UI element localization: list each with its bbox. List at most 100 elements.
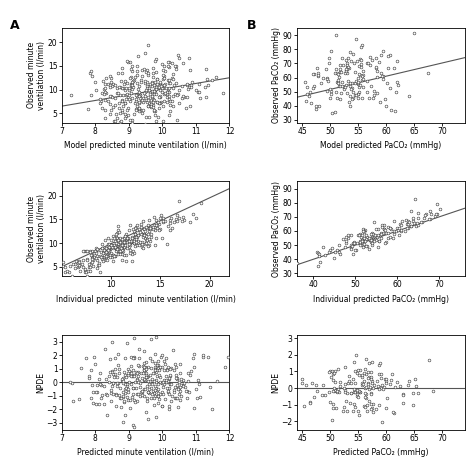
Point — [168, 224, 176, 231]
Point — [91, 361, 99, 368]
Point — [364, 368, 372, 375]
Point — [328, 90, 335, 98]
Point — [145, 216, 153, 223]
Point — [107, 368, 114, 376]
Point — [115, 391, 123, 398]
Point — [120, 368, 128, 376]
Point — [378, 381, 386, 389]
Point — [131, 398, 139, 405]
Point — [140, 347, 148, 354]
Point — [107, 245, 114, 253]
Point — [353, 370, 361, 377]
Point — [125, 92, 132, 99]
Point — [298, 375, 305, 382]
Point — [131, 234, 139, 241]
Point — [148, 93, 155, 101]
Point — [221, 363, 229, 370]
Point — [158, 379, 165, 386]
Point — [369, 229, 376, 237]
Point — [106, 253, 114, 260]
Point — [104, 98, 112, 105]
Point — [169, 84, 177, 92]
Point — [356, 55, 364, 63]
Point — [330, 254, 338, 262]
Point — [140, 226, 147, 233]
Point — [426, 207, 433, 214]
Point — [140, 107, 147, 114]
Point — [184, 378, 191, 385]
Point — [134, 361, 142, 368]
Point — [347, 241, 355, 248]
Point — [68, 380, 76, 387]
Point — [119, 91, 127, 99]
Point — [94, 381, 101, 388]
Point — [382, 229, 390, 237]
Point — [116, 110, 124, 117]
Point — [115, 369, 122, 376]
Point — [399, 399, 406, 406]
Point — [357, 43, 365, 50]
Point — [111, 238, 118, 245]
Point — [206, 383, 213, 390]
Point — [128, 62, 136, 70]
Point — [349, 408, 357, 415]
Point — [114, 244, 122, 251]
Point — [151, 241, 158, 248]
Point — [118, 240, 126, 248]
Point — [148, 87, 156, 95]
Point — [100, 246, 108, 254]
Point — [83, 272, 91, 280]
Point — [331, 248, 338, 256]
Point — [387, 376, 395, 384]
Point — [124, 339, 131, 347]
Point — [385, 224, 392, 231]
Point — [351, 91, 359, 99]
Point — [174, 51, 182, 59]
Point — [407, 223, 415, 230]
Point — [152, 365, 159, 372]
Point — [360, 377, 367, 384]
Point — [192, 214, 200, 222]
Point — [379, 72, 387, 80]
Point — [415, 221, 422, 229]
Point — [86, 123, 94, 130]
Point — [146, 223, 154, 230]
Point — [98, 244, 106, 252]
Point — [147, 96, 155, 104]
Point — [168, 74, 176, 82]
Text: B: B — [246, 19, 256, 32]
Point — [358, 237, 366, 244]
Point — [134, 378, 141, 385]
Point — [146, 84, 153, 92]
Point — [346, 49, 354, 56]
Point — [142, 359, 150, 366]
Point — [394, 81, 402, 89]
Point — [110, 241, 118, 249]
Point — [151, 127, 159, 134]
Point — [144, 96, 152, 103]
Point — [141, 78, 149, 85]
Point — [397, 222, 405, 229]
Point — [79, 248, 87, 255]
Point — [150, 388, 157, 395]
Point — [140, 366, 147, 373]
Point — [370, 234, 377, 241]
Point — [121, 243, 129, 251]
Point — [133, 62, 141, 70]
Point — [405, 218, 413, 226]
Point — [433, 210, 441, 218]
Point — [333, 69, 340, 76]
Point — [89, 254, 96, 261]
Point — [118, 240, 126, 248]
Point — [336, 74, 343, 81]
Point — [142, 373, 150, 381]
Point — [136, 98, 143, 106]
Point — [404, 382, 411, 389]
Point — [186, 371, 193, 378]
Point — [61, 263, 69, 271]
Point — [155, 99, 163, 106]
Point — [354, 407, 361, 415]
Point — [112, 245, 120, 252]
Point — [159, 215, 166, 222]
Point — [122, 123, 129, 130]
